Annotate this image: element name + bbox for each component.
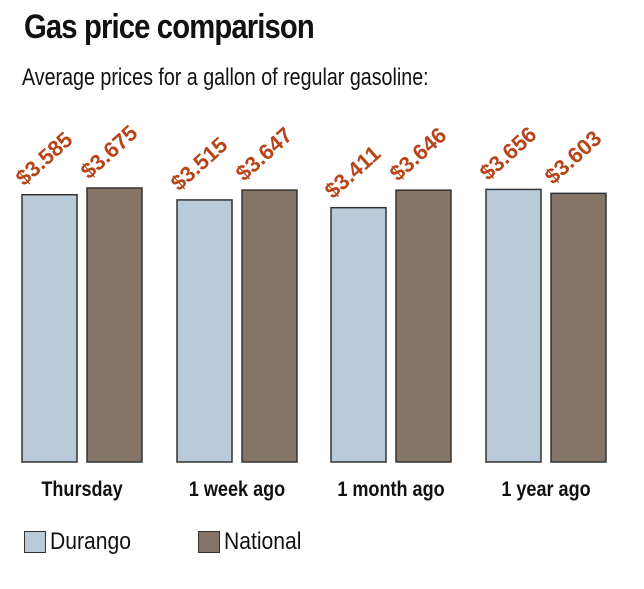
legend: Durango National bbox=[24, 528, 368, 556]
bar-durango-0 bbox=[21, 193, 78, 463]
bars-layer bbox=[21, 187, 607, 463]
value-label-durango-2: $3.411 bbox=[320, 141, 386, 204]
bar-national-3 bbox=[550, 192, 607, 463]
legend-label-national: National bbox=[224, 528, 302, 555]
value-label-durango-0: $3.585 bbox=[11, 127, 78, 191]
chart-subtitle: Average prices for a gallon of regular g… bbox=[22, 64, 429, 91]
bar-durango-1 bbox=[176, 199, 233, 463]
bar-durango-2 bbox=[330, 206, 387, 463]
category-label-0: Thursday bbox=[41, 478, 122, 502]
value-label-national-2: $3.646 bbox=[385, 122, 452, 186]
category-label-3: 1 year ago bbox=[501, 478, 590, 502]
bar-national-1 bbox=[241, 189, 298, 463]
legend-item-national: National bbox=[198, 528, 312, 556]
value-label-national-3: $3.603 bbox=[540, 125, 607, 189]
category-label-2: 1 month ago bbox=[337, 478, 444, 502]
category-label-1: 1 week ago bbox=[189, 478, 285, 502]
value-label-durango-1: $3.515 bbox=[166, 132, 233, 196]
value-label-national-1: $3.647 bbox=[231, 122, 298, 186]
category-labels-layer: Thursday 1 week ago 1 month ago 1 year ago bbox=[41, 478, 590, 502]
bar-national-2 bbox=[395, 189, 452, 463]
chart-title: Gas price comparison bbox=[24, 8, 315, 46]
legend-swatch-durango bbox=[24, 531, 46, 553]
value-label-durango-3: $3.656 bbox=[475, 122, 542, 186]
legend-swatch-national bbox=[198, 531, 221, 553]
value-label-national-0: $3.675 bbox=[76, 120, 143, 184]
bar-national-0 bbox=[86, 187, 143, 463]
legend-item-durango: Durango bbox=[24, 528, 142, 556]
bar-durango-3 bbox=[485, 188, 542, 463]
legend-label-durango: Durango bbox=[50, 528, 132, 555]
